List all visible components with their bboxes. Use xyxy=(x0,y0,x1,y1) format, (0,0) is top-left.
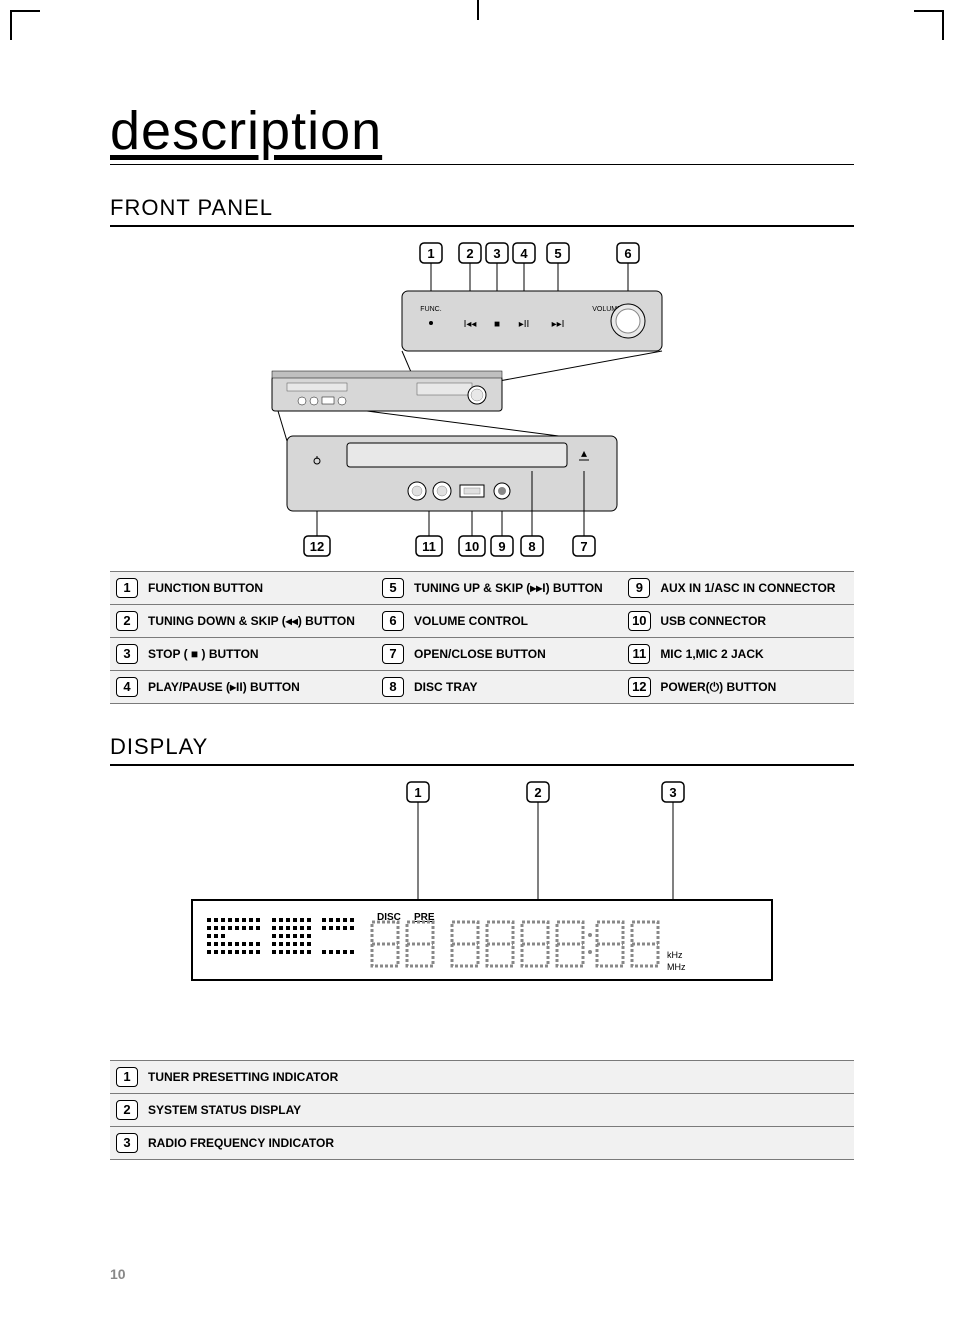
display-callout-1: 1 xyxy=(407,782,429,910)
svg-text:2: 2 xyxy=(534,785,541,800)
page-title: description xyxy=(110,100,854,165)
legend-label: OPEN/CLOSE BUTTON xyxy=(410,638,622,671)
display-diagram: 1 2 3 xyxy=(110,780,854,1020)
legend-num: 12 xyxy=(628,677,650,697)
callout-11: 11 xyxy=(416,511,442,556)
svg-text:1: 1 xyxy=(414,785,421,800)
legend-label: TUNER PRESETTING INDICATOR xyxy=(144,1061,854,1094)
legend-num: 10 xyxy=(628,611,650,631)
legend-label: POWER(⏻) BUTTON xyxy=(656,671,854,704)
svg-text:6: 6 xyxy=(624,246,631,261)
legend-num: 3 xyxy=(116,644,138,664)
svg-text:1: 1 xyxy=(427,246,434,261)
svg-text:MHz: MHz xyxy=(667,962,686,972)
legend-num: 1 xyxy=(116,1067,138,1087)
legend-num: 8 xyxy=(382,677,404,697)
legend-num: 1 xyxy=(116,578,138,598)
legend-label: VOLUME CONTROL xyxy=(410,605,622,638)
front-panel-diagram: 1 2 3 4 5 6 FUNC. I◂◂ ■ ▸II ▸▸I VOLUME xyxy=(110,241,854,561)
svg-text:3: 3 xyxy=(493,246,500,261)
legend-num: 7 xyxy=(382,644,404,664)
display-callout-3: 3 xyxy=(662,782,684,910)
legend-num: 5 xyxy=(382,578,404,598)
page-number: 10 xyxy=(110,1266,126,1282)
legend-num: 6 xyxy=(382,611,404,631)
svg-text:10: 10 xyxy=(465,539,479,554)
legend-num: 4 xyxy=(116,677,138,697)
svg-text:kHz: kHz xyxy=(667,950,683,960)
legend-num: 2 xyxy=(116,1100,138,1120)
table-row: 3 RADIO FREQUENCY INDICATOR xyxy=(110,1127,854,1160)
svg-text:▸II: ▸II xyxy=(519,319,530,330)
svg-text:▸▸I: ▸▸I xyxy=(552,319,565,330)
legend-label: AUX IN 1/ASC IN CONNECTOR xyxy=(656,572,854,605)
legend-num: 9 xyxy=(628,578,650,598)
device-body xyxy=(272,371,502,411)
svg-text:FUNC.: FUNC. xyxy=(420,306,441,313)
legend-label: MIC 1,MIC 2 JACK xyxy=(656,638,854,671)
svg-text:2: 2 xyxy=(466,246,473,261)
section-front-panel-heading: FRONT PANEL xyxy=(110,195,854,227)
legend-label: DISC TRAY xyxy=(410,671,622,704)
svg-text:▴: ▴ xyxy=(581,446,587,460)
svg-text:7: 7 xyxy=(580,539,587,554)
front-panel-legend: 1 FUNCTION BUTTON 5 TUNING UP & SKIP (▸▸… xyxy=(110,571,854,704)
table-row: 1 TUNER PRESETTING INDICATOR xyxy=(110,1061,854,1094)
legend-num: 2 xyxy=(116,611,138,631)
legend-label: USB CONNECTOR xyxy=(656,605,854,638)
svg-text:12: 12 xyxy=(310,539,324,554)
top-control-panel-zoom: FUNC. I◂◂ ■ ▸II ▸▸I VOLUME xyxy=(402,291,662,351)
table-row: 2 SYSTEM STATUS DISPLAY xyxy=(110,1094,854,1127)
legend-num: 3 xyxy=(116,1133,138,1153)
callout-12: 12 xyxy=(304,511,330,556)
table-row: 4 PLAY/PAUSE (▸II) BUTTON 8 DISC TRAY 12… xyxy=(110,671,854,704)
svg-text:4: 4 xyxy=(520,246,528,261)
bottom-panel-zoom: ▴ xyxy=(287,436,617,511)
legend-label: TUNING DOWN & SKIP (◂◂) BUTTON xyxy=(144,605,376,638)
svg-text:5: 5 xyxy=(554,246,561,261)
callout-9: 9 xyxy=(491,511,513,556)
section-display-heading: DISPLAY xyxy=(110,734,854,766)
legend-label: FUNCTION BUTTON xyxy=(144,572,376,605)
legend-label: TUNING UP & SKIP (▸▸I) BUTTON xyxy=(410,572,622,605)
table-row: 1 FUNCTION BUTTON 5 TUNING UP & SKIP (▸▸… xyxy=(110,572,854,605)
svg-text:8: 8 xyxy=(528,539,535,554)
legend-num: 11 xyxy=(628,644,650,664)
svg-text:3: 3 xyxy=(669,785,676,800)
svg-text:11: 11 xyxy=(422,539,436,554)
display-legend: 1 TUNER PRESETTING INDICATOR 2 SYSTEM ST… xyxy=(110,1060,854,1160)
svg-text:I◂◂: I◂◂ xyxy=(464,319,477,330)
table-row: 2 TUNING DOWN & SKIP (◂◂) BUTTON 6 VOLUM… xyxy=(110,605,854,638)
legend-label: STOP ( ■ ) BUTTON xyxy=(144,638,376,671)
legend-label: RADIO FREQUENCY INDICATOR xyxy=(144,1127,854,1160)
legend-label: PLAY/PAUSE (▸II) BUTTON xyxy=(144,671,376,704)
display-callout-2: 2 xyxy=(527,782,549,910)
svg-text:9: 9 xyxy=(498,539,505,554)
legend-label: SYSTEM STATUS DISPLAY xyxy=(144,1094,854,1127)
callout-10: 10 xyxy=(459,511,485,556)
table-row: 3 STOP ( ■ ) BUTTON 7 OPEN/CLOSE BUTTON … xyxy=(110,638,854,671)
svg-text:■: ■ xyxy=(494,319,500,330)
